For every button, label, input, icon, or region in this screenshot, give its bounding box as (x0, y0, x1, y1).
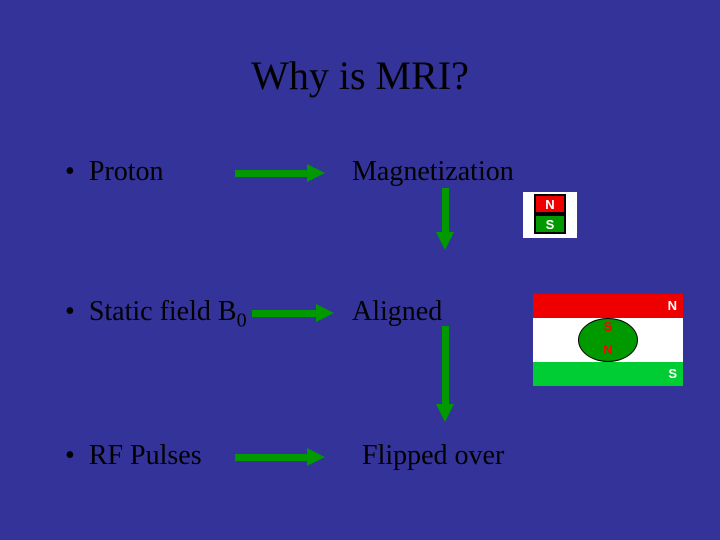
bullet-rf-pulses-text: RF Pulses (89, 440, 202, 471)
magnet-small-icon: N S (523, 192, 577, 238)
magnet-inner-n: N (533, 342, 683, 357)
bullet-static-field: • Static field B0 (65, 296, 247, 333)
magnet-big-n: N (533, 294, 683, 318)
magnet-aligned-icon: N S N S (533, 294, 683, 386)
magnet-inner-s: S (533, 319, 683, 334)
bullet-static-field-text: Static field B (89, 296, 237, 327)
label-aligned: Aligned (352, 296, 442, 328)
bullet-rf-pulses: • RF Pulses (65, 440, 202, 472)
bullet-static-field-sub: 0 (237, 310, 247, 332)
magnet-small-n: N (534, 194, 566, 214)
magnet-small-s: S (534, 214, 566, 234)
label-flipped: Flipped over (362, 440, 504, 472)
bullet-proton: • Proton (65, 156, 164, 188)
slide-title: Why is MRI? (0, 52, 720, 99)
label-magnetization: Magnetization (352, 156, 514, 188)
bullet-proton-text: Proton (89, 156, 164, 187)
magnet-big-s: S (533, 362, 683, 386)
